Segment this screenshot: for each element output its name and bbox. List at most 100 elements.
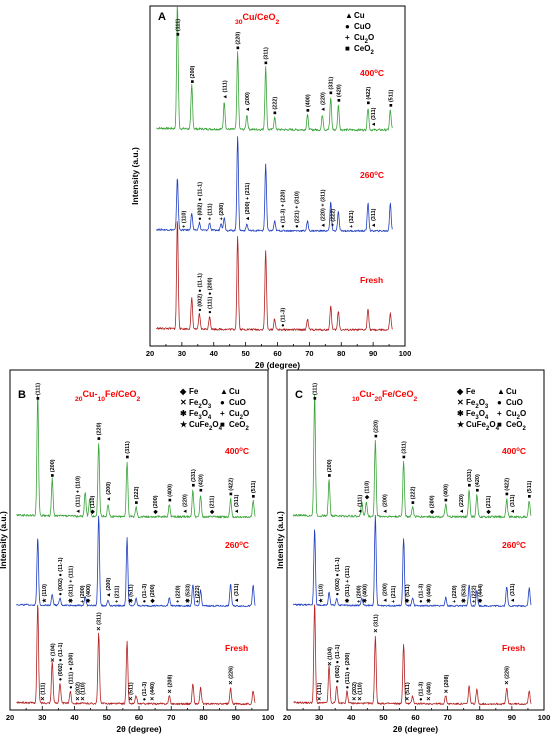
- peak-annotation: ✕ (104): [50, 643, 57, 662]
- legend-symbol: ✕: [180, 398, 187, 407]
- x-tick-label: 50: [103, 713, 111, 722]
- peak-annotation: + (220): [176, 585, 182, 603]
- peak-annotation: ◆ (200): [429, 495, 436, 515]
- peak-annotation: ● (002) ● (11-1): [335, 557, 341, 596]
- peak-annotation: ★ (110): [41, 584, 48, 603]
- legend-item: ✕ Fe2O3: [457, 398, 489, 410]
- x-tick-label: 80: [199, 713, 207, 722]
- peak-annotation: ● (002) ● (11-1): [335, 644, 341, 683]
- peak-annotation: + (220): [452, 585, 458, 603]
- legend-item: ● CuO: [497, 398, 523, 407]
- x-tick-label: 90: [508, 713, 516, 722]
- x-tick-label: 90: [232, 713, 240, 722]
- peak-annotation: + (200): [80, 585, 86, 603]
- legend-item: ✕ Fe2O3: [180, 398, 212, 410]
- peak-annotation: ■ (331): [191, 469, 197, 487]
- peak-annotation: ● (111) ● (200): [68, 653, 74, 689]
- x-tick-label: 90: [369, 349, 377, 358]
- legend-label: Fe3O4: [466, 409, 489, 421]
- legend-symbol: ★: [457, 420, 465, 429]
- peak-annotation: + (222): [331, 209, 337, 227]
- peak-annotation: ● (11-3): [142, 682, 148, 701]
- legend-item: ◆ Fe: [179, 387, 199, 396]
- series-label: 400oC: [360, 68, 384, 78]
- series-label: Fresh: [360, 275, 383, 285]
- peak-annotation: ■ (420): [199, 474, 205, 492]
- x-tick-label: 40: [210, 349, 218, 358]
- legend-symbol: ◆: [179, 387, 187, 396]
- peak-annotation: ■ (422): [229, 478, 235, 496]
- peak-annotation: ● (11-3): [280, 308, 286, 327]
- legend-item: ■ CeO2: [497, 420, 526, 432]
- peak-annotation: ✕ (110): [80, 682, 87, 701]
- legend-symbol: +: [345, 33, 350, 42]
- peak-annotation: ▲ (311): [371, 107, 377, 127]
- legend-item: + Cu2O: [345, 33, 374, 45]
- peak-annotation: ● (002) ● (11-1): [58, 642, 64, 681]
- peak-annotation: ◆ (211): [209, 496, 216, 515]
- peak-annotation: ■ (311): [402, 441, 408, 459]
- legend-symbol: ■: [220, 420, 225, 429]
- series-400c: [293, 394, 532, 519]
- legend-label: Cu2O: [354, 33, 374, 45]
- peak-annotation: + (110): [182, 211, 188, 228]
- panel-title: 30Cu/CeO2: [235, 12, 280, 26]
- peak-annotation: + (211): [114, 586, 120, 603]
- legend-label: Fe2O3: [466, 398, 489, 410]
- peak-annotation: ▲ (311): [234, 494, 240, 514]
- series-fresh: [156, 221, 393, 332]
- peak-annotation: ▲ (200): [245, 92, 251, 112]
- peak-annotation: ▲ (200) + (211): [245, 183, 251, 222]
- peak-annotation: ■ (420): [336, 84, 342, 102]
- legend-item: ▲ Cu: [220, 387, 240, 396]
- peak-annotation: ✕ (111): [316, 682, 323, 701]
- peak-annotation: ✕ (208): [167, 674, 174, 693]
- peak-annotation: ■ (111): [36, 383, 42, 400]
- x-tick-label: 20: [146, 349, 154, 358]
- legend-label: Cu: [229, 387, 240, 396]
- legend-symbol: ●: [345, 22, 350, 31]
- x-axis-label: 2θ (degree): [116, 724, 161, 734]
- x-tick-label: 30: [315, 713, 323, 722]
- legend-label: Fe: [189, 387, 199, 396]
- legend: ◆ Fe ▲ Cu ✕ Fe2O3 ● CuO ✱ Fe3O4 + Cu2O ★ CuFe2O4■ CeO2: [456, 387, 526, 432]
- peak-annotation: ✱ (533): [184, 584, 191, 603]
- legend-item: ▲ Cu: [345, 11, 365, 20]
- y-axis-label: Intensity (a.u.): [275, 511, 285, 569]
- x-tick-label: 50: [379, 713, 387, 722]
- peak-annotation: ◆ (200): [152, 495, 159, 515]
- legend-symbol: ●: [220, 398, 225, 407]
- peak-annotation: ▲ (200): [383, 494, 389, 514]
- series-260c: [293, 514, 532, 607]
- x-axis-label: 2θ (degree): [393, 724, 438, 734]
- peak-annotation: ■ (331): [329, 77, 335, 95]
- peak-annotation: + (222): [195, 585, 201, 603]
- y-axis-label: Intensity (a.u.): [0, 511, 8, 569]
- peak-annotation: ✱ (311) + (111): [344, 566, 351, 603]
- x-tick-label: 70: [167, 713, 175, 722]
- legend-symbol: ■: [497, 420, 502, 429]
- x-tick-label: 60: [273, 349, 281, 358]
- peak-annotation: ✱ (400): [85, 584, 92, 603]
- series-400c: [156, 6, 393, 132]
- legend-item: ● CuO: [345, 22, 371, 31]
- peak-annotation: ● (11-3): [142, 584, 148, 603]
- peak-annotation: ■ (400): [306, 94, 312, 112]
- peak-annotation: ✕ (226): [228, 666, 235, 685]
- peak-annotation: ■ (220): [236, 32, 242, 50]
- peak-annotation: ● (111) ● (200): [208, 277, 214, 313]
- peak-annotation: ✕ (226): [504, 666, 511, 685]
- series-260c: [156, 136, 393, 233]
- peak-annotation: ● (002) ● (11-1): [197, 182, 203, 221]
- legend-label: CuO: [229, 398, 246, 407]
- series-260c: [16, 515, 256, 608]
- legend: ▲ Cu ● CuO + Cu2O ■ CeO2: [345, 11, 374, 56]
- x-tick-label: 20: [283, 713, 291, 722]
- legend-symbol: ★: [180, 420, 188, 429]
- peak-annotation: ▲ (311): [234, 583, 240, 603]
- peak-annotation: ▲ (111): [357, 495, 363, 514]
- peak-annotation: ▲ (220): [320, 92, 326, 112]
- peak-annotation: ✱ (444): [477, 584, 484, 603]
- peak-annotation: ■ (331): [467, 469, 473, 487]
- series-label: 400oC: [225, 446, 249, 456]
